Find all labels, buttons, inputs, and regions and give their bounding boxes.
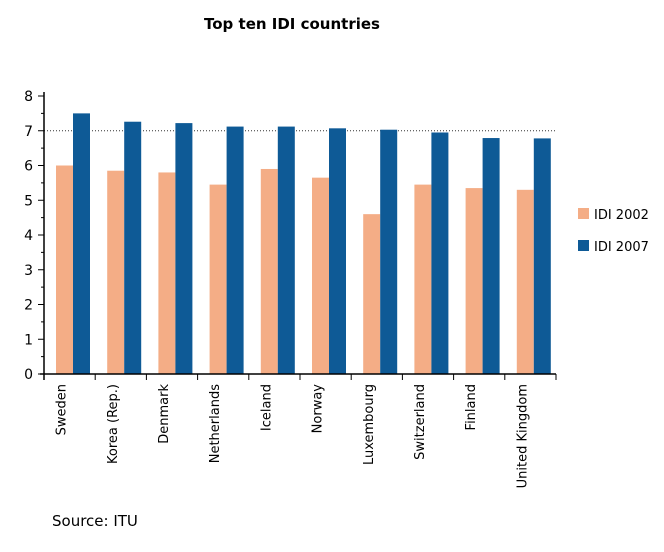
- bar-idi-2007: [533, 138, 551, 374]
- y-tick-label: 4: [24, 228, 33, 244]
- bar-idi-2002: [465, 188, 483, 374]
- bar-idi-2007: [482, 138, 500, 374]
- x-category-label: Finland: [464, 384, 479, 430]
- y-tick-label: 6: [24, 159, 33, 175]
- x-category-label: Norway: [311, 384, 326, 434]
- bar-idi-2002: [158, 172, 176, 374]
- y-tick-label: 7: [24, 124, 33, 140]
- legend-swatch: [578, 240, 589, 251]
- bar-idi-2002: [312, 177, 329, 374]
- bar-idi-2002: [56, 165, 73, 374]
- bar-idi-2007: [431, 132, 449, 374]
- bar-idi-2002: [107, 170, 125, 374]
- y-tick-label: 1: [24, 332, 33, 348]
- legend-swatch: [578, 208, 589, 219]
- y-tick-label: 2: [24, 298, 33, 314]
- y-tick-label: 8: [24, 89, 33, 105]
- bar-idi-2002: [260, 168, 278, 374]
- chart-title: Top ten IDI countries: [204, 15, 380, 33]
- x-category-label: Switzerland: [413, 384, 428, 460]
- bar-idi-2002: [209, 184, 227, 374]
- bar-idi-2002: [516, 189, 534, 374]
- x-category-label: Luxembourg: [362, 384, 377, 465]
- legend-label: IDI 2007: [594, 240, 649, 255]
- y-tick-label: 3: [24, 263, 33, 279]
- y-tick-label: 0: [24, 367, 33, 383]
- bar-idi-2007: [124, 121, 142, 374]
- x-category-label: Netherlands: [208, 384, 223, 463]
- bar-idi-2007: [380, 129, 398, 374]
- legend-label: IDI 2002: [594, 208, 649, 223]
- x-category-label: Iceland: [259, 384, 274, 431]
- x-category-label: Sweden: [55, 384, 70, 435]
- bar-idi-2007: [329, 128, 346, 374]
- source-note: Source: ITU: [52, 512, 138, 530]
- x-category-label: Denmark: [157, 384, 172, 444]
- bar-idi-2007: [73, 113, 90, 374]
- bar-idi-2007: [175, 123, 193, 374]
- bar-idi-2007: [277, 126, 295, 374]
- bar-idi-2002: [363, 214, 381, 374]
- bar-idi-2007: [226, 126, 244, 374]
- x-category-label: United Kingdom: [515, 384, 530, 488]
- bar-idi-2002: [414, 184, 432, 374]
- x-category-label: Korea (Rep.): [106, 384, 121, 464]
- y-tick-label: 5: [24, 193, 33, 209]
